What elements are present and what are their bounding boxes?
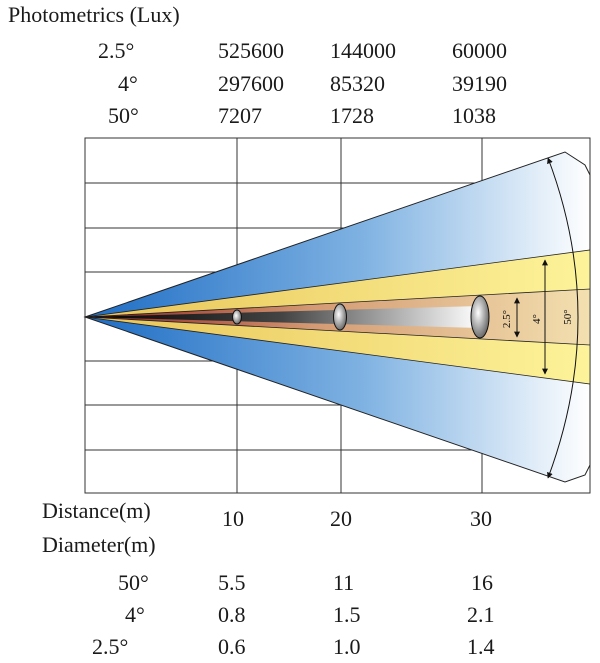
distance-value: 20 bbox=[330, 506, 352, 531]
angle-label-4: 4° bbox=[531, 314, 543, 324]
diameter-value: 1.4 bbox=[467, 634, 495, 659]
diameter-value: 5.5 bbox=[218, 570, 246, 595]
photometrics-angle: 4° bbox=[118, 71, 138, 96]
distance-value: 10 bbox=[222, 506, 244, 531]
diameter-value: 2.1 bbox=[467, 602, 495, 627]
spot-10m bbox=[232, 309, 242, 325]
photometrics-value: 1038 bbox=[452, 103, 496, 128]
diameter-label: Diameter(m) bbox=[42, 532, 156, 557]
photometrics-angle: 50° bbox=[108, 103, 139, 128]
dimension-50 bbox=[547, 157, 579, 479]
angle-label-50: 50° bbox=[562, 309, 574, 324]
distance-label: Distance(m) bbox=[42, 498, 151, 523]
diameter-angle: 4° bbox=[125, 602, 145, 627]
diameter-value: 0.6 bbox=[218, 634, 246, 659]
spot-30m bbox=[470, 295, 490, 339]
photometrics-value: 144000 bbox=[330, 38, 396, 63]
diameter-angle: 2.5° bbox=[92, 634, 129, 659]
diameter-value: 1.5 bbox=[333, 602, 361, 627]
diameter-value: 0.8 bbox=[218, 602, 246, 627]
beam-core bbox=[85, 306, 480, 328]
photometrics-title: Photometrics (Lux) bbox=[8, 2, 180, 27]
diameter-value: 11 bbox=[333, 570, 355, 595]
angle-label-2-5: 2.5° bbox=[501, 310, 513, 328]
diameter-value: 16 bbox=[471, 570, 493, 595]
photometrics-angle: 2.5° bbox=[98, 38, 135, 63]
photometrics-value: 7207 bbox=[218, 103, 262, 128]
photometrics-value: 85320 bbox=[330, 71, 385, 96]
diameter-value: 1.0 bbox=[333, 634, 361, 659]
photometrics-value: 60000 bbox=[452, 38, 507, 63]
photometrics-value: 39190 bbox=[452, 71, 507, 96]
diameter-angle: 50° bbox=[118, 570, 149, 595]
photometrics-value: 297600 bbox=[218, 71, 284, 96]
photometrics-value: 525600 bbox=[218, 38, 284, 63]
photometrics-value: 1728 bbox=[330, 103, 374, 128]
distance-value: 30 bbox=[470, 506, 492, 531]
spot-20m bbox=[333, 303, 347, 331]
